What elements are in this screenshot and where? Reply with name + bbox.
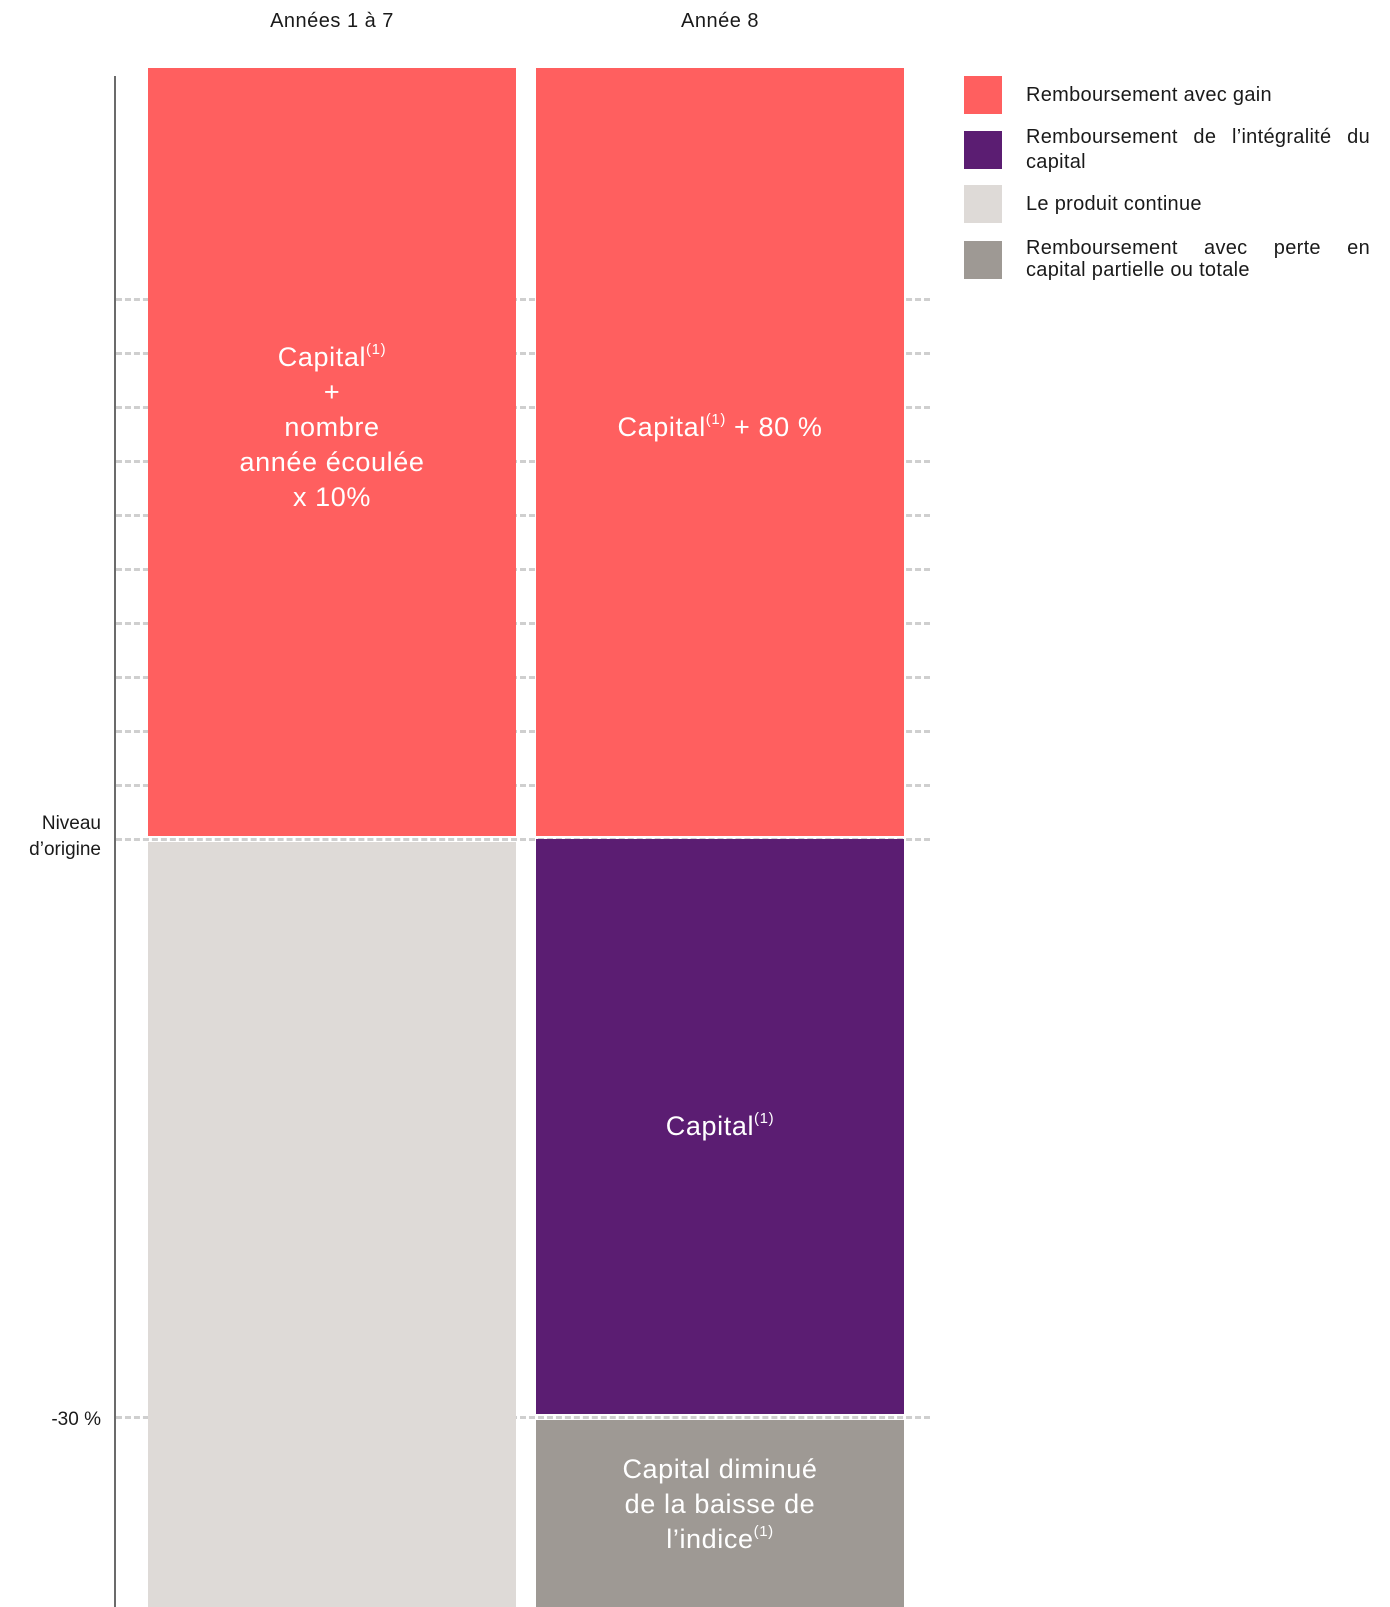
legend-label-gain: Remboursement avec gain <box>1026 84 1272 106</box>
block-year-8-loss: Capital diminué de la baisse de l’indice… <box>536 1420 904 1607</box>
dashed-gridline <box>116 406 930 409</box>
legend-swatch-full-capital <box>964 131 1002 169</box>
capital-text: Capital <box>277 341 367 372</box>
legend-label-loss: Remboursement avec perte en capital part… <box>1026 237 1370 281</box>
legend-label-full-capital: Remboursement de l’intégralité du capita… <box>1026 126 1370 173</box>
footnote-marker: (1) <box>754 1110 775 1127</box>
x-10-percent-text: x 10% <box>292 481 372 512</box>
dashed-gridline <box>116 622 930 625</box>
barrier-level-label: -30 % <box>51 1409 101 1430</box>
legend-swatch-continue <box>964 185 1002 223</box>
dashed-gridline <box>116 1416 930 1419</box>
block-years-1-7-gain: Capital(1) + nombre année écoulée x 10% <box>148 68 516 836</box>
vertical-axis <box>114 76 116 1607</box>
dashed-gridline <box>116 568 930 571</box>
capital-diminue-text: Capital diminué <box>622 1454 818 1484</box>
block-years-1-7-continue <box>148 842 516 1607</box>
block-year-8-capital: Capital(1) <box>536 839 904 1414</box>
dashed-gridline <box>116 460 930 463</box>
block-year-8-capital-text: Capital(1) <box>666 1109 774 1144</box>
capital-text: Capital <box>617 411 706 442</box>
nombre-text: nombre <box>284 411 380 442</box>
footnote-marker: (1) <box>753 1523 774 1540</box>
column-header-year-8: Année 8 <box>680 10 759 32</box>
footnote-marker: (1) <box>366 340 387 358</box>
de-la-baisse-text: de la baisse de <box>624 1489 816 1519</box>
origin-level-label: Niveau d’origine <box>29 813 101 860</box>
legend-label-continue: Le produit continue <box>1026 193 1202 215</box>
dashed-gridline <box>116 784 930 787</box>
legend-swatch-gain <box>964 76 1002 114</box>
capital-text: Capital <box>665 1111 755 1141</box>
dashed-gridline <box>116 838 930 841</box>
block-year-8-gain-text: Capital(1) + 80 % <box>618 410 823 445</box>
plus-text: + <box>323 376 341 407</box>
footnote-marker: (1) <box>705 410 726 428</box>
dashed-gridline <box>116 352 930 355</box>
dashed-gridline <box>116 676 930 679</box>
column-header-years-1-7: Années 1 à 7 <box>270 10 394 32</box>
dashed-gridline <box>116 514 930 517</box>
legend-swatch-loss <box>964 241 1002 279</box>
dashed-gridline <box>116 298 930 301</box>
block-year-8-gain: Capital(1) + 80 % <box>536 68 904 836</box>
annee-ecoulee-text: année écoulée <box>239 446 425 477</box>
plus-80-percent-text: + 80 % <box>725 411 823 442</box>
dashed-gridline <box>116 730 930 733</box>
block-year-8-loss-text: Capital diminué de la baisse de l’indice… <box>622 1452 817 1557</box>
indice-text: l’indice <box>666 1524 754 1554</box>
block-years-1-7-gain-text: Capital(1) + nombre année écoulée x 10% <box>240 340 425 515</box>
